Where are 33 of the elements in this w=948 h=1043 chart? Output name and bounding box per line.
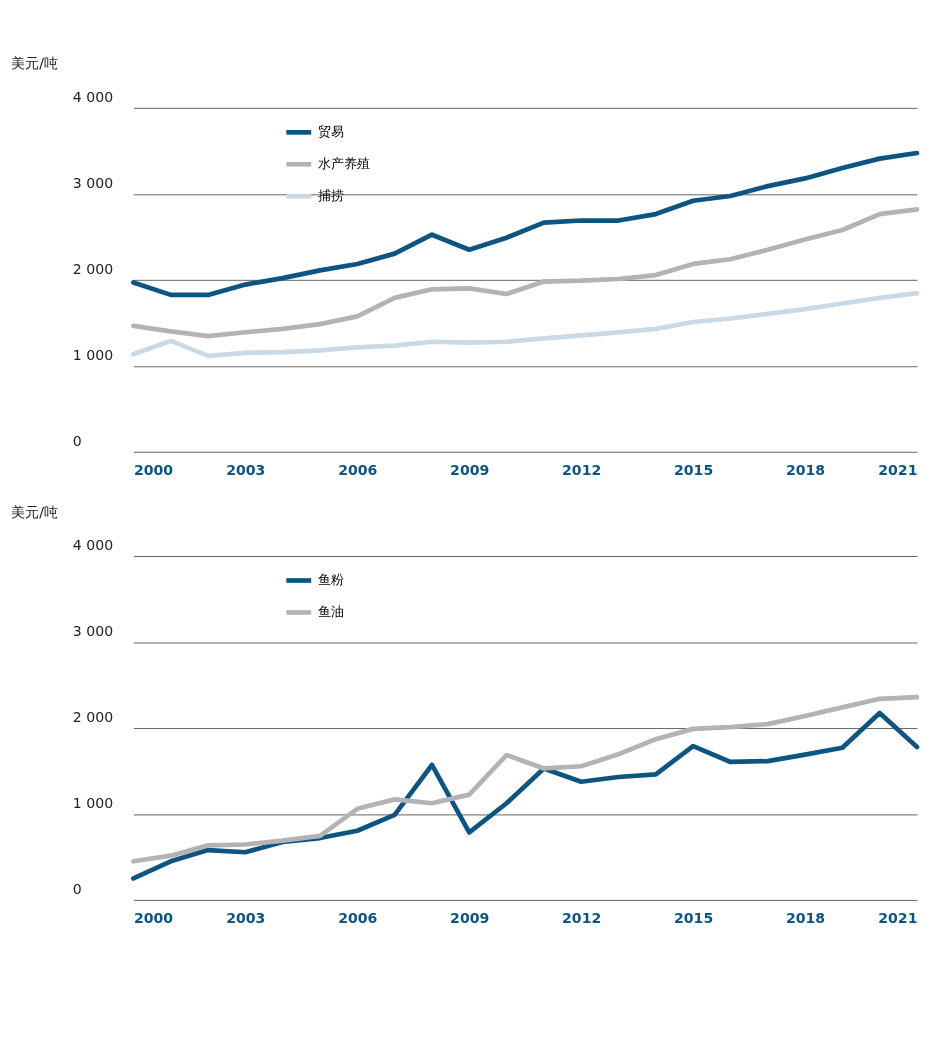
x-tick-label: 2015 xyxy=(673,909,714,926)
y-tick-label: 3 000 xyxy=(72,622,114,639)
y-axis-title: 美元/吨 xyxy=(11,55,59,72)
y-tick-label: 4 000 xyxy=(72,536,114,553)
legend-label: 鱼油 xyxy=(317,604,344,620)
x-tick-label: 2000 xyxy=(133,461,174,478)
x-tick-label: 2003 xyxy=(226,909,266,926)
x-tick-label: 2021 xyxy=(878,461,918,478)
y-tick-label: 1 000 xyxy=(72,346,114,363)
x-tick-label: 2000 xyxy=(133,909,174,926)
y-tick-label: 2 000 xyxy=(72,260,114,277)
y-tick-label: 2 000 xyxy=(72,708,114,725)
legend-label: 鱼粉 xyxy=(317,572,344,588)
y-tick-label: 0 xyxy=(72,880,82,897)
x-tick-label: 2018 xyxy=(785,461,826,478)
x-tick-label: 2012 xyxy=(562,461,602,478)
x-tick-label: 2009 xyxy=(450,909,490,926)
x-tick-label: 2015 xyxy=(673,461,714,478)
x-tick-label: 2021 xyxy=(878,909,918,926)
x-tick-label: 2003 xyxy=(226,461,266,478)
legend-label: 捕捞 xyxy=(317,187,344,203)
y-axis-title: 美元/吨 xyxy=(11,503,59,520)
y-tick-label: 0 xyxy=(72,432,82,449)
x-tick-label: 2012 xyxy=(562,909,602,926)
y-tick-label: 4 000 xyxy=(72,88,114,105)
legend-label: 水产养殖 xyxy=(317,156,370,172)
x-tick-label: 2006 xyxy=(338,461,378,478)
y-tick-label: 3 000 xyxy=(72,174,114,191)
y-tick-label: 1 000 xyxy=(72,794,114,811)
x-tick-label: 2009 xyxy=(450,461,490,478)
x-tick-label: 2018 xyxy=(785,909,826,926)
legend-label: 贸易 xyxy=(317,124,344,140)
x-tick-label: 2006 xyxy=(338,909,378,926)
